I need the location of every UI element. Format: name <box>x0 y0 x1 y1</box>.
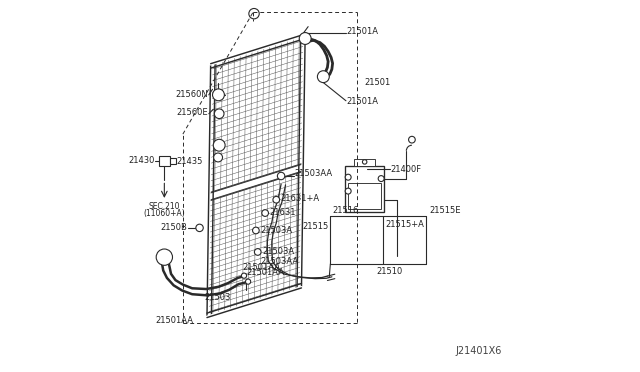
Text: 21515+A: 21515+A <box>385 221 424 230</box>
Circle shape <box>277 172 285 180</box>
Bar <box>170 158 176 164</box>
Circle shape <box>156 249 173 265</box>
Text: 21503A: 21503A <box>262 247 294 256</box>
Circle shape <box>362 160 367 164</box>
Bar <box>348 183 381 209</box>
Text: 21430: 21430 <box>128 156 154 165</box>
Circle shape <box>345 188 351 194</box>
Circle shape <box>196 224 204 232</box>
Bar <box>159 156 170 166</box>
Text: 21503AA: 21503AA <box>295 169 333 177</box>
Text: 2150B: 2150B <box>161 223 188 232</box>
Text: 21400F: 21400F <box>391 165 422 174</box>
Text: 21510: 21510 <box>376 267 403 276</box>
Circle shape <box>214 153 223 162</box>
Bar <box>355 159 375 166</box>
Circle shape <box>213 139 225 151</box>
Text: 21501A: 21501A <box>347 27 379 36</box>
Circle shape <box>246 279 251 284</box>
Text: 21501A: 21501A <box>347 97 379 106</box>
Text: SEC.210: SEC.210 <box>148 202 180 211</box>
Text: 21560N: 21560N <box>175 90 208 99</box>
Circle shape <box>300 33 311 44</box>
Text: 21503: 21503 <box>204 293 230 302</box>
Text: 21501: 21501 <box>364 78 391 87</box>
Text: J21401X6: J21401X6 <box>455 346 502 356</box>
Text: 21503A: 21503A <box>260 226 292 235</box>
Circle shape <box>253 227 259 234</box>
Bar <box>345 166 384 212</box>
Text: 21501AA: 21501AA <box>242 263 280 272</box>
Circle shape <box>212 89 225 101</box>
Text: 21516: 21516 <box>332 206 358 215</box>
Circle shape <box>241 273 246 278</box>
Text: 21435: 21435 <box>177 157 203 166</box>
Text: 21560E: 21560E <box>176 109 208 118</box>
Text: 21515: 21515 <box>302 222 328 231</box>
Circle shape <box>378 176 384 182</box>
Text: 21631+A: 21631+A <box>281 195 320 203</box>
Circle shape <box>214 109 224 119</box>
Text: 21631: 21631 <box>269 208 296 217</box>
Circle shape <box>408 137 415 143</box>
Circle shape <box>317 71 329 83</box>
Text: (11060+A): (11060+A) <box>143 209 185 218</box>
Text: 21515E: 21515E <box>429 206 460 215</box>
Circle shape <box>255 248 261 255</box>
Text: 21501AA: 21501AA <box>155 316 193 325</box>
Text: 21501AA: 21501AA <box>246 268 284 277</box>
Circle shape <box>273 196 280 203</box>
Circle shape <box>262 210 269 217</box>
Circle shape <box>345 174 351 180</box>
Text: 21503AA: 21503AA <box>260 257 299 266</box>
